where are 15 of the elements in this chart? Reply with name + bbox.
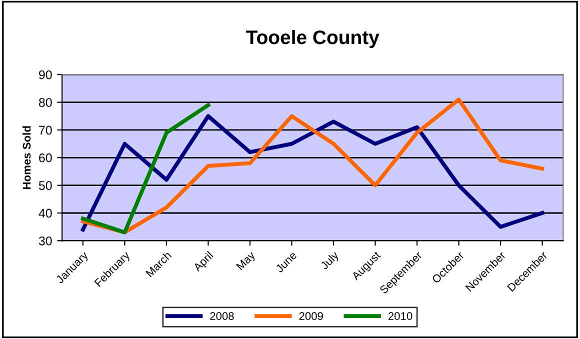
y-tick-label: 90 — [39, 70, 52, 80]
chart-title: Tooele County — [246, 30, 380, 48]
x-tick-label: July — [320, 250, 341, 272]
y-axis-title: Homes Sold — [22, 126, 31, 189]
y-tick-label: 70 — [39, 126, 52, 135]
legend-label: 2010 — [388, 312, 412, 320]
y-tick-label: 30 — [38, 236, 52, 246]
x-tick-label: May — [236, 250, 258, 272]
y-tick-label: 40 — [38, 208, 52, 218]
y-tick-label: 60 — [39, 153, 52, 162]
y-tick-label: 80 — [38, 98, 52, 107]
line-series — [80, 103, 210, 234]
legend-label: 2008 — [210, 312, 234, 320]
y-tick-label: 50 — [38, 181, 52, 190]
legend-label: 2009 — [299, 312, 323, 320]
